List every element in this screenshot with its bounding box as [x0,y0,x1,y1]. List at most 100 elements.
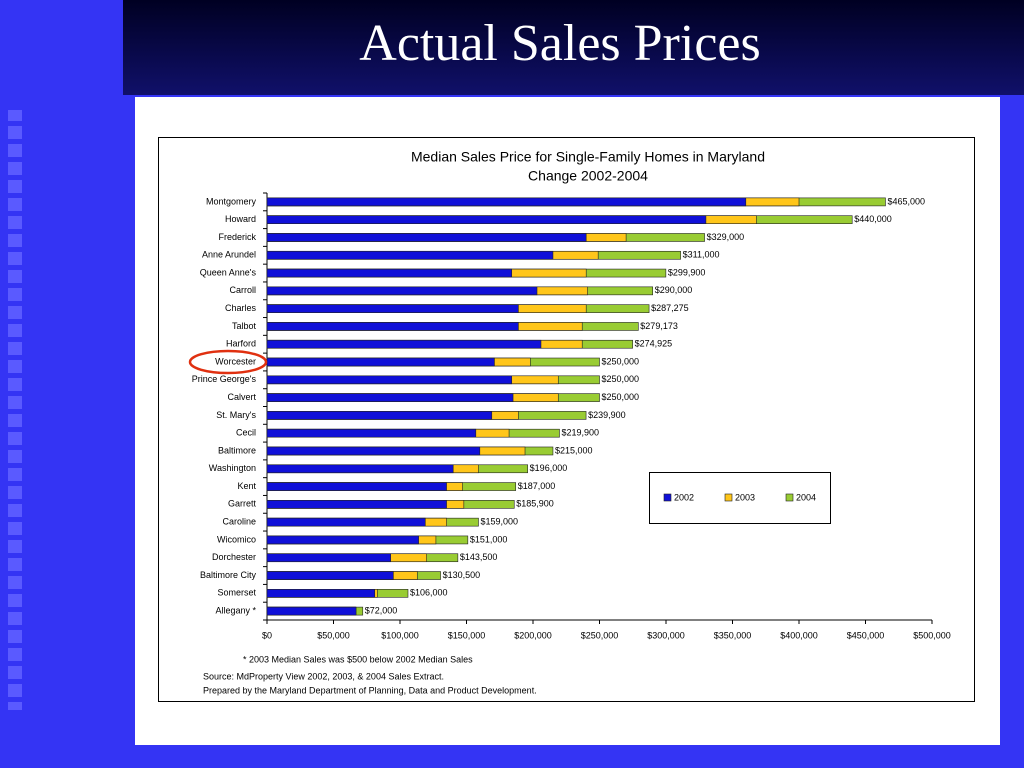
y-tick-label: St. Mary's [216,410,256,420]
data-label: $219,900 [561,428,599,438]
y-tick-label: Garrett [228,499,257,509]
data-label: $311,000 [683,250,720,260]
bar [266,268,513,278]
bar [266,233,587,242]
x-tick-label: $100,000 [381,630,419,640]
y-tick-label: Prince George's [192,374,257,384]
bar [266,393,514,402]
legend-label: 2002 [674,492,694,502]
data-label: $279,173 [640,321,678,331]
y-tick-label: Caroline [222,517,256,527]
data-label: $187,000 [518,481,556,491]
bar [266,286,538,296]
y-tick-label: Kent [237,481,256,491]
bar [266,322,519,331]
x-tick-label: $250,000 [581,630,619,640]
data-label: $250,000 [602,374,640,384]
legend-swatch [663,493,672,502]
bar [266,589,376,598]
highlight-circle [188,349,268,375]
y-tick-label: Howard [225,214,256,224]
legend-swatch [785,493,794,502]
y-tick-label: Baltimore [218,445,256,455]
legend-swatch [724,493,733,502]
bar [266,215,707,224]
data-label: $159,000 [480,517,518,527]
y-tick-label: Allegany * [215,605,256,615]
bar [266,250,554,260]
x-tick-label: $300,000 [647,630,685,640]
data-label: $196,000 [530,463,568,473]
bar [266,464,454,474]
credit-note: Prepared by the Maryland Department of P… [203,685,537,695]
bar [266,571,394,580]
x-tick-label: $150,000 [448,630,486,640]
data-label: $130,500 [443,570,481,580]
data-label: $72,000 [365,605,398,615]
bar [266,535,419,545]
y-tick-label: Cecil [236,428,256,438]
slide-title: Actual Sales Prices [359,15,760,72]
bar [266,339,542,349]
y-tick-label: Talbot [232,321,257,331]
x-tick-label: $350,000 [714,630,752,640]
data-label: $239,900 [588,410,626,420]
y-tick-label: Frederick [218,232,256,242]
title-band [123,0,1024,95]
decoration [8,110,28,710]
y-tick-label: Dorchester [212,552,256,562]
data-label: $185,900 [516,499,554,509]
x-tick-label: $450,000 [847,630,885,640]
data-label: $250,000 [602,356,640,366]
bar [266,500,447,509]
data-label: $287,275 [651,303,689,313]
y-tick-label: Baltimore City [200,570,257,580]
data-label: $465,000 [887,196,925,206]
bar [266,553,391,563]
y-tick-label: Calvert [227,392,256,402]
x-tick-label: $400,000 [780,630,818,640]
legend-box [649,472,831,524]
bar [266,482,447,491]
chart-subtitle: Change 2002-2004 [528,168,648,184]
data-label: $440,000 [854,214,892,224]
bar [266,428,477,438]
y-tick-label: Queen Anne's [200,267,257,277]
bar [266,446,481,456]
x-tick-label: $200,000 [514,630,552,640]
bar [266,197,747,207]
chart-title: Median Sales Price for Single-Family Hom… [411,149,765,165]
y-tick-label: Anne Arundel [202,250,256,260]
data-label: $215,000 [555,445,593,455]
data-label: $299,900 [668,267,706,277]
x-tick-label: $50,000 [317,630,350,640]
data-label: $274,925 [635,339,673,349]
x-tick-label: $500,000 [913,630,951,640]
data-label: $329,000 [707,232,745,242]
bar [266,606,357,616]
data-label: $250,000 [602,392,640,402]
legend-label: 2003 [735,492,755,502]
y-tick-label: Montgomery [206,196,257,206]
y-tick-label: Carroll [229,285,256,295]
y-tick-label: Harford [226,339,256,349]
y-tick-label: Somerset [217,588,256,598]
y-tick-label: Charles [225,303,257,313]
data-label: $143,500 [460,552,498,562]
bar [266,357,495,367]
footnote: * 2003 Median Sales was $500 below 2002 … [243,654,473,664]
data-label: $106,000 [410,588,448,598]
y-tick-label: Worcester [215,356,256,366]
data-label: $151,000 [470,534,508,544]
bar [266,304,519,313]
plot: $0 $50,000 $100,000 $150,000 $200,000 $250,00… [192,192,951,640]
y-tick-label: Wicomico [217,534,256,544]
data-label: $290,000 [655,285,693,295]
y-tick-label: Washington [209,463,256,473]
source-note: Source: MdProperty View 2002, 2003, & 20… [203,671,444,681]
x-tick-label: $0 [262,630,272,640]
bar [266,517,426,527]
bar [266,411,493,420]
